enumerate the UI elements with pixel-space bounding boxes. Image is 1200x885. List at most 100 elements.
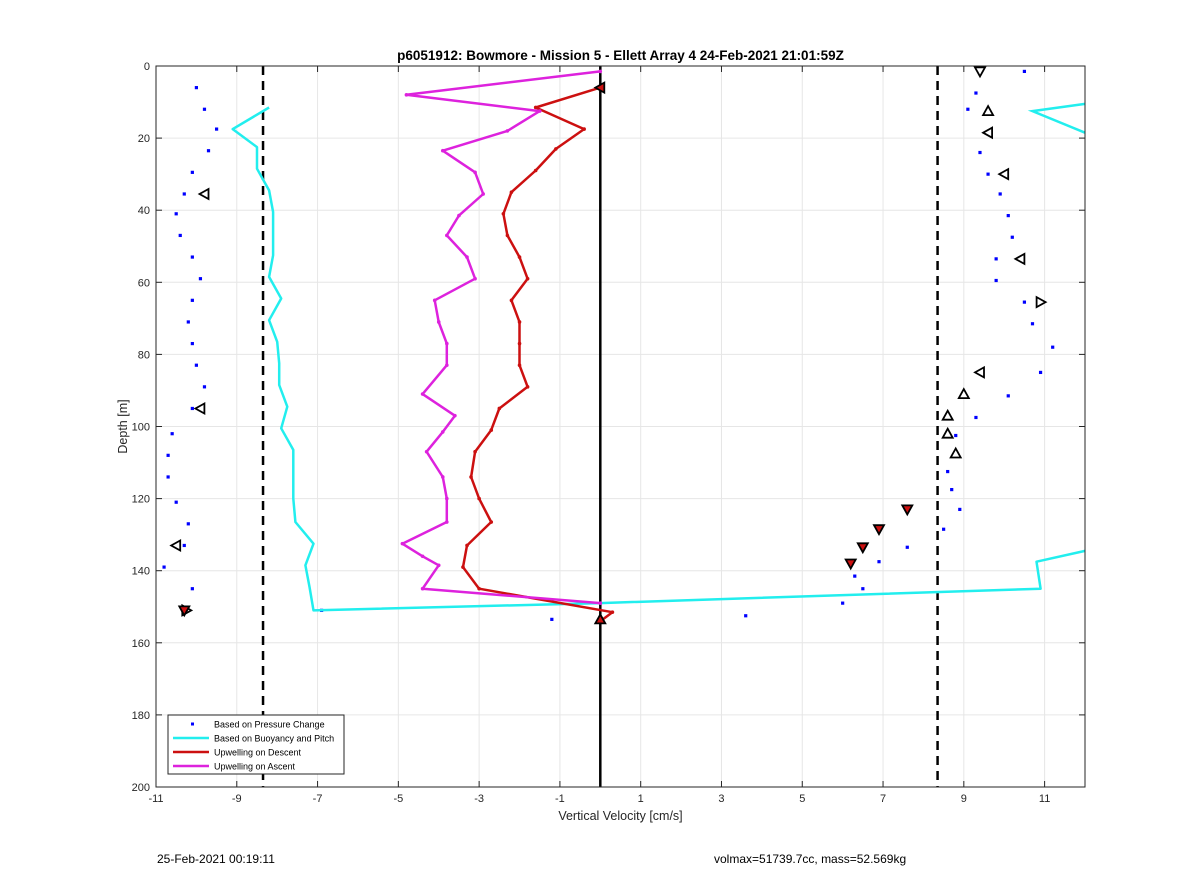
series-vertex <box>457 213 461 218</box>
series-layer <box>162 69 1086 623</box>
data-point <box>966 107 970 111</box>
y-tick-label: 20 <box>138 133 150 145</box>
series-vertex <box>469 475 473 479</box>
data-point <box>202 107 207 111</box>
series-vertex <box>440 148 445 153</box>
y-tick-label: 140 <box>132 566 150 578</box>
triangle-marker <box>1035 295 1048 309</box>
series-vertex <box>445 520 449 524</box>
data-point <box>1022 300 1027 304</box>
series-vertex <box>505 129 510 133</box>
data-point <box>190 341 194 346</box>
y-tick-label: 60 <box>138 277 150 289</box>
data-point <box>178 233 182 238</box>
data-point <box>174 500 178 504</box>
series-vertex <box>517 320 522 324</box>
x-tick-label: 3 <box>718 793 724 805</box>
series-1 <box>231 102 1086 612</box>
series-vertex <box>445 363 449 368</box>
series-vertex <box>517 341 522 346</box>
data-point <box>166 453 170 457</box>
series-vertex <box>436 563 441 568</box>
legend-label: Based on Buoyancy and Pitch <box>214 734 334 744</box>
series-vertex <box>473 276 477 281</box>
series-3 <box>400 69 603 605</box>
triangle-marker <box>997 167 1010 181</box>
marker-layer <box>169 66 1048 625</box>
grid <box>155 65 1085 788</box>
series-vertex <box>420 392 425 396</box>
data-point <box>186 522 190 526</box>
series-vertex <box>477 586 481 591</box>
data-point <box>194 363 198 367</box>
reference-lines <box>261 66 939 787</box>
triangle-marker <box>900 504 914 517</box>
series-vertex <box>582 127 586 131</box>
data-point <box>1010 235 1014 239</box>
series-vertex <box>525 276 530 281</box>
series-vertex <box>497 406 502 411</box>
data-point <box>170 432 174 436</box>
series-vertex <box>400 541 405 546</box>
series-line <box>461 86 614 623</box>
series-vertex <box>554 147 558 151</box>
x-tick-label: 1 <box>638 793 644 805</box>
series-0 <box>162 69 1055 621</box>
y-tick-label: 100 <box>132 422 150 434</box>
data-point <box>986 172 990 176</box>
data-point <box>958 507 962 512</box>
legend-swatch-point <box>191 722 194 726</box>
data-point <box>998 192 1002 196</box>
triangle-marker <box>957 387 971 400</box>
data-point <box>853 574 857 578</box>
data-point <box>202 385 207 389</box>
data-point <box>182 192 186 196</box>
y-tick-label: 180 <box>132 710 150 722</box>
y-tick-label: 200 <box>132 782 150 794</box>
data-point <box>1051 345 1055 349</box>
series-vertex <box>598 601 603 605</box>
data-point <box>166 475 170 479</box>
y-tick-label: 160 <box>132 638 150 650</box>
data-point <box>214 127 219 131</box>
series-vertex <box>432 298 437 303</box>
data-point <box>1006 394 1010 398</box>
series-vertex <box>481 192 485 196</box>
series-vertex <box>489 520 494 524</box>
series-vertex <box>465 255 469 259</box>
y-tick-label: 80 <box>138 349 150 361</box>
triangle-marker <box>981 126 993 140</box>
triangle-marker <box>193 401 206 416</box>
series-vertex <box>517 363 522 368</box>
x-tick-label: -9 <box>232 793 242 805</box>
data-point <box>550 617 554 621</box>
series-vertex <box>445 496 449 501</box>
series-vertex <box>610 610 615 614</box>
series-2 <box>461 85 615 623</box>
y-tick-label: 0 <box>144 61 150 73</box>
series-vertex <box>533 105 538 110</box>
data-point <box>190 255 194 259</box>
y-tick-label: 120 <box>132 494 150 506</box>
data-point <box>905 545 909 549</box>
data-point <box>841 601 845 605</box>
x-tick-label: 9 <box>961 793 967 805</box>
data-point <box>1022 69 1027 74</box>
x-tick-label: -7 <box>313 793 323 805</box>
x-axis-label: Vertical Velocity [cm/s] <box>558 809 682 823</box>
data-point <box>186 320 190 324</box>
triangle-marker <box>973 365 985 379</box>
legend-label: Based on Pressure Change <box>214 720 325 730</box>
triangle-marker <box>941 426 955 439</box>
legend-label: Upwelling on Descent <box>214 748 302 758</box>
data-point <box>1038 370 1043 375</box>
triangle-marker <box>177 605 191 618</box>
data-point <box>1030 322 1035 326</box>
triangle-marker <box>1013 252 1026 266</box>
data-point <box>974 91 978 95</box>
series-vertex <box>440 475 445 479</box>
series-vertex <box>420 554 425 559</box>
series-vertex <box>420 586 425 591</box>
data-point <box>942 527 946 531</box>
